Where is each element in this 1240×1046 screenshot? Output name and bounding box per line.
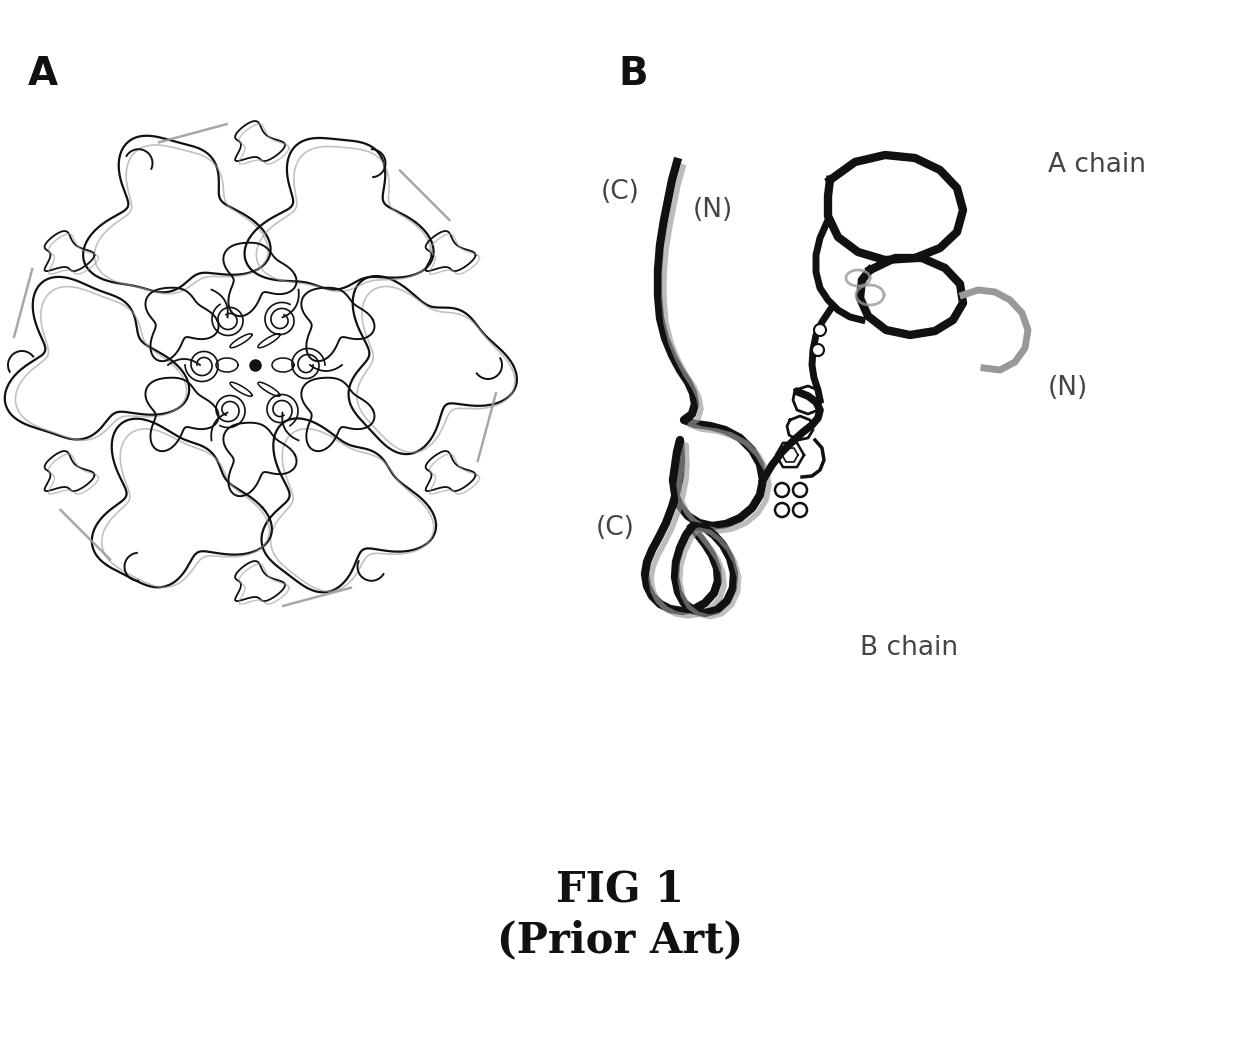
Circle shape (775, 483, 789, 497)
Text: (C): (C) (601, 179, 640, 205)
Text: (Prior Art): (Prior Art) (497, 919, 743, 961)
Text: B chain: B chain (861, 635, 959, 661)
Circle shape (794, 483, 807, 497)
Circle shape (794, 503, 807, 517)
Text: A: A (29, 55, 58, 93)
Text: B: B (618, 55, 647, 93)
Circle shape (812, 344, 825, 356)
Text: (N): (N) (1048, 376, 1089, 401)
Text: (C): (C) (596, 515, 635, 541)
Circle shape (813, 324, 826, 336)
Text: FIG 1: FIG 1 (556, 869, 684, 911)
Text: (N): (N) (693, 197, 733, 223)
Circle shape (775, 503, 789, 517)
Text: A chain: A chain (1048, 152, 1146, 178)
